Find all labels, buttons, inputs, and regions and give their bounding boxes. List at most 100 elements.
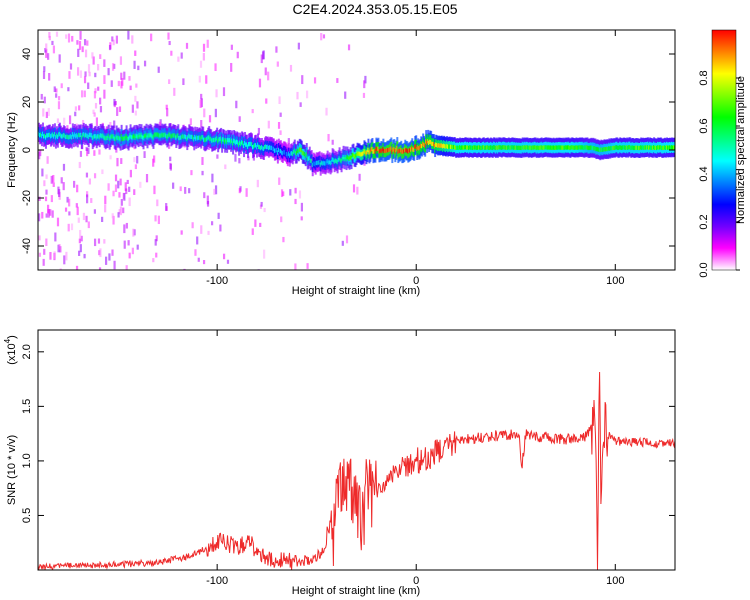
spectrogram-noise-cell	[111, 63, 115, 71]
spectrogram-noise-cell	[93, 209, 96, 214]
spectrogram-noise-cell	[84, 71, 87, 77]
spectrogram-noise-cell	[62, 163, 66, 171]
spectrogram-noise-cell	[50, 175, 53, 184]
spectrogram-noise-cell	[259, 204, 263, 209]
spectrogram-noise-cell	[211, 173, 214, 183]
spectrogram-noise-cell	[38, 213, 41, 222]
spectrogram-noise-cell	[336, 78, 339, 83]
spectrogram-noise-cell	[48, 73, 51, 81]
spectrogram-noise-cell	[260, 54, 263, 64]
spectrogram-noise-cell	[282, 236, 285, 243]
spectrogram-noise-cell	[289, 64, 293, 72]
snr-plot-area	[38, 330, 675, 570]
spectrogram-noise-cell	[58, 189, 61, 197]
spectrogram-noise-cell	[245, 188, 248, 197]
spectrogram-noise-cell	[173, 87, 176, 96]
spectrogram-noise-cell	[251, 228, 254, 235]
spectrogram-noise-cell	[69, 63, 73, 70]
spectrogram-noise-cell	[358, 173, 361, 181]
spectrogram-noise-cell	[202, 52, 205, 61]
spectrogram-noise-cell	[183, 268, 186, 270]
colorbar-ticks: 0.0 0.2 0.4 0.6 0.8	[698, 70, 740, 278]
spectrogram-noise-cell	[123, 71, 126, 80]
spectrogram-noise-cell	[235, 100, 238, 109]
spectrogram-noise-cell	[214, 185, 218, 195]
spectrogram-noise-cell	[97, 63, 100, 71]
spectrogram-noise-cell	[119, 178, 122, 186]
spectrogram-noise-cell	[157, 215, 160, 225]
x-tick-label: -100	[206, 575, 228, 587]
spectrogram-noise-cell	[83, 90, 86, 98]
y-tick-label: -40	[21, 238, 33, 254]
spectrogram-noise-cell	[125, 222, 128, 229]
spectrogram-noise-cell	[214, 63, 217, 71]
spectrogram-noise-cell	[94, 72, 97, 78]
spectrogram-noise-cell	[203, 192, 206, 199]
spectrogram-noise-cell	[200, 225, 203, 234]
spectrogram-x-axis-label: Height of straight line (km)	[292, 285, 420, 297]
spectrogram-noise-cell	[118, 209, 121, 214]
spectrogram-noise-cell	[79, 70, 83, 78]
spectrogram-noise-cell	[261, 51, 265, 60]
spectrogram-noise-cell	[279, 112, 282, 117]
svg-text:(x104): (x104)	[3, 335, 18, 365]
spectrogram-noise-cell	[116, 157, 119, 167]
spectrogram-noise-cell	[87, 221, 90, 229]
spectrogram-noise-cell	[120, 72, 123, 80]
spectrogram-noise-cell	[80, 90, 84, 98]
spectrogram-noise-cell	[120, 158, 123, 164]
spectrogram-noise-cell	[62, 182, 65, 191]
spectrogram-noise-cell	[67, 33, 71, 43]
spectrogram-noise-cell	[95, 117, 99, 127]
spectrogram-noise-cell	[230, 44, 233, 50]
spectrogram-noise-cell	[45, 43, 48, 51]
spectrogram-noise-cell	[116, 107, 119, 116]
spectrogram-noise-cell	[154, 215, 157, 222]
spectrogram-noise-cell	[45, 189, 48, 195]
spectrogram-noise-cell	[257, 127, 261, 135]
y-tick-label: 2.0	[21, 344, 33, 359]
spectrogram-noise-cell	[185, 42, 189, 49]
spectrogram-noise-cell	[86, 148, 89, 157]
spectrogram-noise-cell	[85, 172, 89, 178]
spectrogram-noise-cell	[53, 86, 56, 93]
spectrogram-noise-cell	[97, 86, 100, 91]
spectrogram-noise-cell	[184, 186, 187, 194]
spectrogram-noise-cell	[79, 229, 82, 239]
spectrogram-noise-cell	[45, 111, 48, 119]
spectrogram-noise-cell	[199, 99, 202, 108]
spectrogram-noise-cell	[325, 107, 328, 116]
spectrogram-noise-cell	[68, 198, 71, 207]
spectrogram-noise-cell	[85, 215, 88, 223]
spectrogram-noise-cell	[88, 178, 92, 185]
spectrogram-noise-cell	[296, 91, 299, 100]
y-tick-label: -20	[21, 190, 33, 206]
spectrogram-noise-cell	[131, 104, 134, 113]
spectrogram-noise-cell	[101, 169, 104, 175]
spectrogram-noise-cell	[55, 88, 58, 93]
spectrogram-noise-cell	[93, 112, 96, 117]
spectrogram-noise-cell	[38, 151, 41, 160]
spectrogram-noise-cell	[222, 87, 226, 97]
spectrogram-noise-cell	[205, 75, 208, 84]
spectrogram-noise-cell	[50, 195, 53, 203]
spectrogram-noise-cell	[179, 186, 182, 192]
x-tick-label: 0	[413, 275, 419, 287]
spectrogram-noise-cell	[53, 251, 56, 259]
spectrogram-noise-cell	[42, 108, 45, 117]
spectrogram-noise-cell	[180, 52, 183, 59]
spectrogram-noise-cell	[107, 183, 110, 191]
spectrogram-noise-cell	[59, 268, 62, 270]
spectrogram-noise-cell	[110, 80, 113, 87]
colorbar: 0.0 0.2 0.4 0.6 0.8 Normalized spectral ampl…	[698, 29, 747, 278]
spectrogram-noise-cell	[301, 75, 304, 85]
spectrogram-noise-cell	[275, 46, 278, 53]
spectrogram-noise-cell	[206, 39, 209, 48]
spectrogram-noise-cell	[56, 118, 60, 124]
spectrogram-noise-cell	[113, 260, 116, 270]
spectrogram-noise-cell	[215, 89, 218, 98]
snr-y-scale-exp: 4	[3, 338, 12, 343]
spectrogram-noise-cell	[201, 170, 204, 176]
spectrogram-noise-cell	[43, 66, 46, 72]
